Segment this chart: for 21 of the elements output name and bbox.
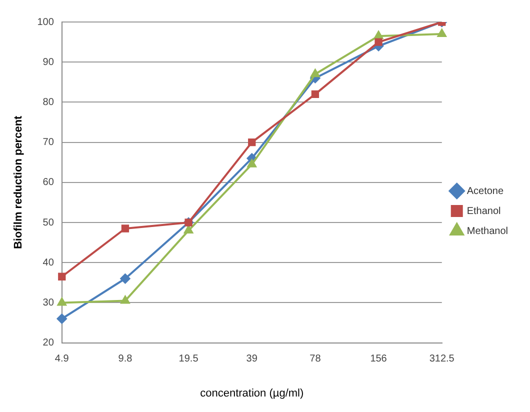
y-tick-label: 20 xyxy=(42,338,54,349)
y-tick-label: 90 xyxy=(42,56,54,68)
legend-label: Methanol xyxy=(466,226,508,237)
y-tick-label: 70 xyxy=(42,137,54,148)
y-tick-label: 40 xyxy=(42,257,54,268)
legend-label: Acetone xyxy=(466,186,504,197)
x-tick-label: 9.8 xyxy=(118,354,133,365)
y-tick-label: 50 xyxy=(42,217,54,228)
x-tick-label: 312.5 xyxy=(429,354,455,365)
x-tick-label: 78 xyxy=(310,354,322,365)
y-tick-label: 100 xyxy=(37,16,54,28)
y-tick-label: 80 xyxy=(42,96,54,108)
y-tick-label: 60 xyxy=(42,177,54,188)
x-tick-label: 19.5 xyxy=(178,354,199,365)
x-tick-label: 4.9 xyxy=(54,354,70,365)
x-tick-label: 156 xyxy=(370,354,388,365)
x-axis-title: concentration (µg/ml) xyxy=(200,387,304,400)
y-tick-label: 30 xyxy=(42,297,54,308)
x-tick-label: 39 xyxy=(246,354,258,365)
legend-label: Ethanol xyxy=(466,206,501,217)
y-axis-title: Biofilm reduction percent xyxy=(12,115,25,250)
